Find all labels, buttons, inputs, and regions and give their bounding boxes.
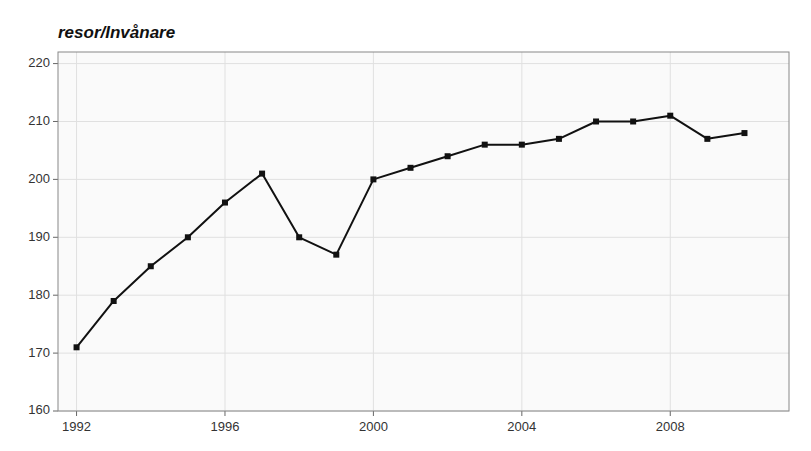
tick-y — [53, 237, 58, 238]
marker — [185, 234, 191, 240]
grid-line-x — [373, 52, 374, 411]
grid-line-y — [58, 179, 789, 180]
grid-line-x — [224, 52, 225, 411]
tick-x — [224, 411, 225, 416]
chart-svg: 160 170 180 190 200 210 220 1992 1996 2000 2004 200… — [0, 0, 811, 451]
plot-background — [58, 52, 789, 411]
marker — [222, 200, 228, 206]
tick-y — [53, 63, 58, 64]
marker — [370, 176, 376, 182]
axis-label-y: resor/Invånare — [58, 23, 175, 42]
tick-label-x: 2008 — [656, 419, 685, 434]
data-group — [74, 113, 748, 351]
tick-label-y: 160 — [28, 402, 50, 417]
marker — [74, 344, 80, 350]
grid-line-y — [58, 237, 789, 238]
marker — [630, 118, 636, 124]
tick-y — [53, 179, 58, 180]
tick-x — [670, 411, 671, 416]
marker — [111, 298, 117, 304]
tick-label-y: 170 — [28, 345, 50, 360]
tick-y — [53, 353, 58, 354]
marker — [259, 171, 265, 177]
tick-x — [521, 411, 522, 416]
grid — [58, 52, 789, 411]
grid-line-y — [58, 353, 789, 354]
tick-label-x: 1992 — [62, 419, 91, 434]
marker — [445, 153, 451, 159]
marker — [296, 234, 302, 240]
marker — [482, 142, 488, 148]
marker — [556, 136, 562, 142]
marker — [593, 118, 599, 124]
tick-label-y: 200 — [28, 171, 50, 186]
grid-line-y — [58, 295, 789, 296]
page: {"chart_data": {"type": "line", "y_label… — [0, 0, 811, 451]
marker — [741, 130, 747, 136]
line — [77, 116, 745, 348]
marker — [333, 252, 339, 258]
tick-y — [53, 121, 58, 122]
marker — [519, 142, 525, 148]
tick-x — [76, 411, 77, 416]
tick-y — [53, 295, 58, 296]
marker — [667, 113, 673, 119]
tick-label-y: 190 — [28, 229, 50, 244]
tick-label-x: 2004 — [507, 419, 536, 434]
marker — [408, 165, 414, 171]
marker — [148, 263, 154, 269]
tick-label-x: 1996 — [211, 419, 240, 434]
tick-label-y: 180 — [28, 287, 50, 302]
grid-line-y — [58, 63, 789, 64]
grid-line-x — [76, 52, 77, 411]
grid-line-x — [521, 52, 522, 411]
plot-frame — [58, 52, 789, 411]
tick-label-x: 2000 — [359, 419, 388, 434]
chart-container: 160 170 180 190 200 210 220 1992 1996 2000 2004 200… — [0, 0, 811, 451]
tick-x — [373, 411, 374, 416]
tick-label-y: 210 — [28, 113, 50, 128]
tick-label-y: 220 — [28, 55, 50, 70]
axes: 160 170 180 190 200 210 220 1992 1996 2000 2004 200… — [28, 52, 789, 434]
tick-y — [53, 411, 58, 412]
marker — [704, 136, 710, 142]
grid-line-x — [670, 52, 671, 411]
